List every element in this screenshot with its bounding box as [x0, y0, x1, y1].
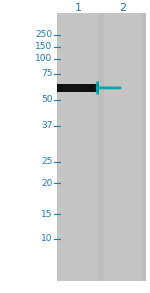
Text: 25: 25 [41, 157, 52, 166]
Text: 150: 150 [35, 42, 52, 51]
Text: 1: 1 [75, 3, 81, 13]
Text: 15: 15 [41, 210, 52, 219]
Bar [104, 13, 142, 281]
Text: 75: 75 [41, 69, 52, 78]
Text: 10: 10 [41, 234, 52, 243]
Bar [57, 84, 99, 91]
Bar [58, 13, 98, 281]
Text: 250: 250 [35, 30, 52, 39]
Text: 20: 20 [41, 179, 52, 188]
Text: 50: 50 [41, 95, 52, 104]
Text: 100: 100 [35, 54, 52, 63]
Text: 37: 37 [41, 122, 52, 130]
Text: 2: 2 [119, 3, 127, 13]
Bar [57, 13, 146, 281]
